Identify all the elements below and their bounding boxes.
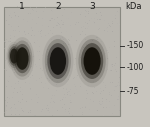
Ellipse shape <box>9 46 19 66</box>
Text: -75: -75 <box>126 87 139 96</box>
Ellipse shape <box>14 44 30 73</box>
Ellipse shape <box>45 39 71 83</box>
Ellipse shape <box>78 39 106 83</box>
Ellipse shape <box>42 35 74 87</box>
Text: 3: 3 <box>89 2 95 11</box>
Text: -150: -150 <box>126 42 144 50</box>
Ellipse shape <box>16 47 28 70</box>
Ellipse shape <box>10 37 34 80</box>
Ellipse shape <box>50 47 66 75</box>
Ellipse shape <box>47 43 69 79</box>
Ellipse shape <box>76 35 108 87</box>
Text: kDa: kDa <box>125 2 142 11</box>
Text: 2: 2 <box>55 2 61 11</box>
Ellipse shape <box>6 42 22 70</box>
Ellipse shape <box>84 47 101 75</box>
Text: 1: 1 <box>19 2 25 11</box>
Ellipse shape <box>10 49 18 64</box>
Text: -100: -100 <box>126 63 144 72</box>
Ellipse shape <box>8 44 21 68</box>
Ellipse shape <box>81 43 103 79</box>
FancyBboxPatch shape <box>4 7 120 116</box>
Ellipse shape <box>12 41 32 77</box>
